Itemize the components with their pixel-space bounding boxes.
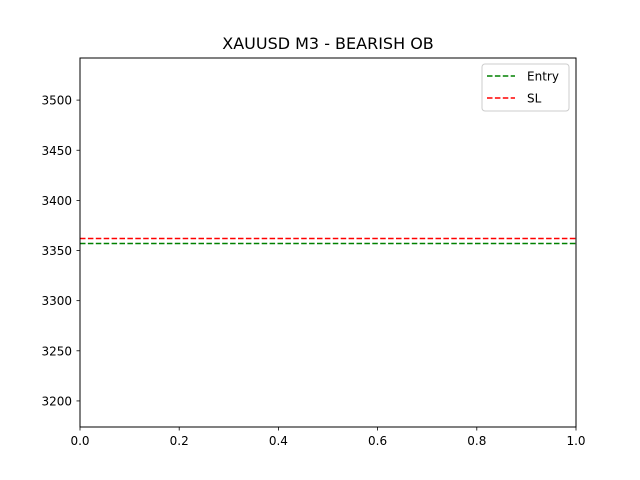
legend-label-entry: Entry [527, 70, 559, 84]
y-axis: 3200 3250 3300 3350 3400 3450 3500 [41, 94, 80, 408]
y-tick-label: 3450 [41, 144, 72, 158]
plot-area-frame [79, 57, 577, 428]
x-tick-label: 1.0 [566, 434, 585, 448]
chart-title: XAUUSD M3 - BEARISH OB [222, 34, 434, 53]
x-axis: 0.0 0.2 0.4 0.6 0.8 1.0 [70, 427, 586, 448]
x-tick-label: 0.2 [170, 434, 189, 448]
y-tick-label: 3250 [41, 344, 72, 358]
y-tick-label: 3300 [41, 294, 72, 308]
x-tick-label: 0.8 [467, 434, 486, 448]
y-tick-label: 3500 [41, 94, 72, 108]
x-tick-label: 0.0 [70, 434, 89, 448]
series-layer [80, 237, 576, 245]
x-tick-label: 0.6 [368, 434, 387, 448]
y-tick-label: 3400 [41, 194, 72, 208]
legend: Entry SL [481, 63, 570, 112]
x-tick-label: 0.4 [269, 434, 288, 448]
y-tick-label: 3350 [41, 244, 72, 258]
y-tick-label: 3200 [41, 394, 72, 408]
legend-label-sl: SL [527, 92, 542, 106]
